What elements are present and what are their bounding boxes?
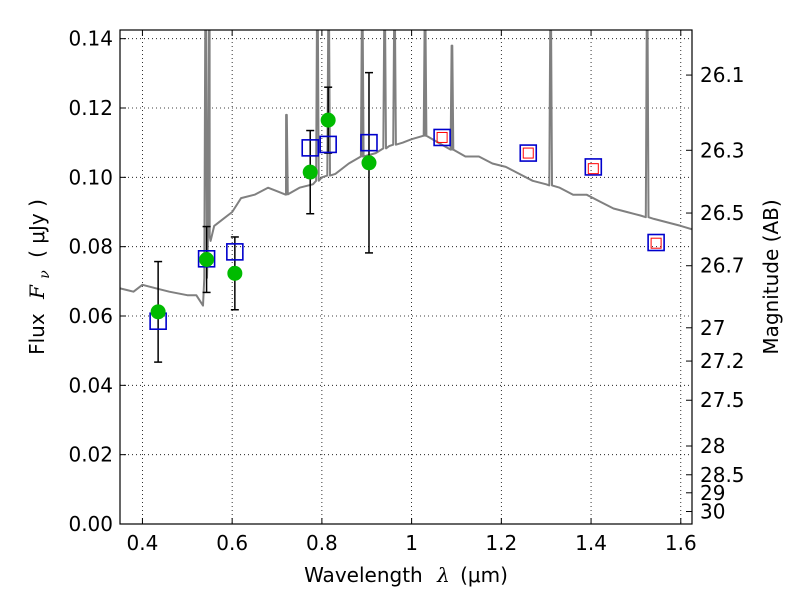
y2-tick-label: 26.5 [700, 201, 745, 225]
tick-layer: 0.4 0.6 0.8 1 1.2 1.4 1.6 0.00 0.02 0.04 0.06 0.08 0… [68, 27, 744, 555]
y-tick-label: 0.02 [68, 443, 113, 467]
y2-tick-label: 27.2 [700, 349, 745, 373]
model-square-marker [584, 158, 603, 176]
inner-red-square-marker [650, 237, 662, 249]
observed-circle-marker [150, 304, 166, 320]
marker-layer [149, 112, 665, 331]
y-tick-label: 0.00 [68, 512, 113, 536]
model-square-marker [433, 128, 451, 147]
model-square-marker [647, 233, 665, 252]
x-tick-label: 1.4 [575, 531, 607, 555]
x-tick-label: 0.6 [216, 531, 248, 555]
model-spectrum-line [120, 30, 692, 307]
y-tick-label: 0.04 [68, 373, 113, 397]
y-tick-label: 0.08 [68, 235, 113, 259]
plot-frame [119, 29, 693, 525]
y2-tick-label: 28.5 [700, 463, 745, 487]
x-tick-label: 0.8 [306, 531, 338, 555]
y2-axis-label: Magnitude (AB) [759, 199, 783, 354]
y2-tick-label: 26.1 [700, 63, 745, 87]
y2-tick-label: 27 [700, 316, 725, 340]
x-tick-label: 1.2 [485, 531, 517, 555]
observed-circle-marker [320, 112, 336, 128]
inner-red-square-marker [522, 147, 534, 159]
observed-circle-marker [302, 164, 318, 180]
observed-circle-marker [361, 155, 377, 171]
x-tick-label: 1.6 [665, 531, 697, 555]
model-square-marker [519, 144, 538, 162]
y-axis-label: Flux F ν ( μJy ) [25, 199, 54, 355]
y-tick-label: 0.10 [68, 165, 113, 189]
y-tick-label: 0.14 [68, 27, 113, 51]
x-axis-label: Wavelength λ (μm) [304, 563, 508, 587]
model-square-marker [319, 135, 337, 154]
model-square-marker [226, 243, 244, 261]
x-tick-label: 1 [405, 531, 418, 555]
y2-tick-label: 30 [700, 500, 725, 524]
observed-circle-marker [227, 265, 243, 281]
y2-tick-label: 28 [700, 434, 725, 458]
y2-tick-label: 29 [700, 481, 725, 505]
spectrum-layer [120, 30, 692, 307]
error-bar-layer [154, 71, 373, 363]
y2-tick-label: 27.5 [700, 388, 745, 412]
model-square-marker [301, 139, 320, 157]
y-tick-label: 0.12 [68, 96, 113, 120]
inner-red-square-marker [587, 163, 599, 175]
model-square-marker [360, 133, 378, 152]
x-tick-label: 0.4 [127, 531, 159, 555]
y2-tick-label: 26.3 [700, 138, 745, 162]
y-tick-label: 0.06 [68, 304, 113, 328]
inner-red-square-marker [436, 131, 448, 143]
y2-tick-label: 26.7 [700, 254, 745, 278]
observed-circle-marker [199, 251, 215, 267]
